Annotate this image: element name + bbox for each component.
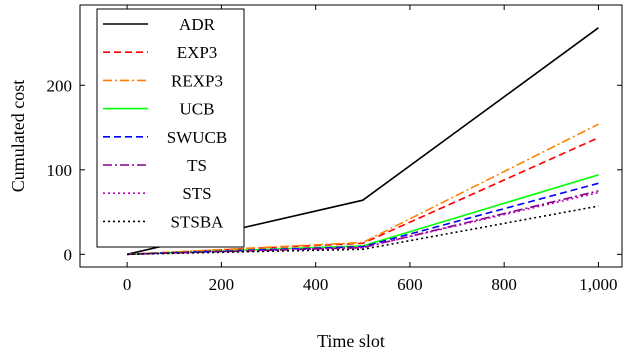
legend-label-rexp3: REXP3 <box>171 71 223 90</box>
x-tick-label: 0 <box>123 275 132 294</box>
series-line-swucb <box>127 182 599 256</box>
series-line-ts <box>127 190 599 256</box>
legend-label-swucb: SWUCB <box>167 128 227 147</box>
legend: ADR EXP3 REXP3 UCB SWUCB TS STS STSBA <box>96 8 245 248</box>
x-tick-label: 600 <box>397 275 423 294</box>
y-axis: 0 100 200 <box>47 76 622 264</box>
series-line-exp3 <box>127 136 599 256</box>
x-tick-label: 200 <box>209 275 235 294</box>
x-tick-label: 1,000 <box>579 275 617 294</box>
legend-label-ucb: UCB <box>180 100 215 119</box>
y-tick-label: 0 <box>64 245 73 264</box>
legend-box <box>96 8 245 248</box>
series-line-sts <box>127 191 599 256</box>
series-line-rexp3 <box>127 123 599 256</box>
y-tick-label: 200 <box>47 76 73 95</box>
plot-frame <box>79 4 623 268</box>
x-tick-label: 800 <box>491 275 517 294</box>
legend-label-adr: ADR <box>179 15 216 34</box>
legend-label-ts: TS <box>187 156 207 175</box>
legend-entries: ADR EXP3 REXP3 UCB SWUCB TS STS STSBA <box>103 15 227 231</box>
x-tick-label: 400 <box>303 275 329 294</box>
legend-label-exp3: EXP3 <box>177 43 218 62</box>
y-tick-label: 100 <box>47 161 73 180</box>
legend-label-sts: STS <box>182 184 211 203</box>
legend-label-stsba: STSBA <box>171 212 225 231</box>
x-axis-label: Time slot <box>317 331 385 351</box>
x-axis: 0 200 400 600 800 1,000 <box>123 5 618 294</box>
plot-lines <box>126 27 599 256</box>
y-axis-label: Cumulated cost <box>8 80 28 192</box>
series-line-stsba <box>127 205 599 256</box>
